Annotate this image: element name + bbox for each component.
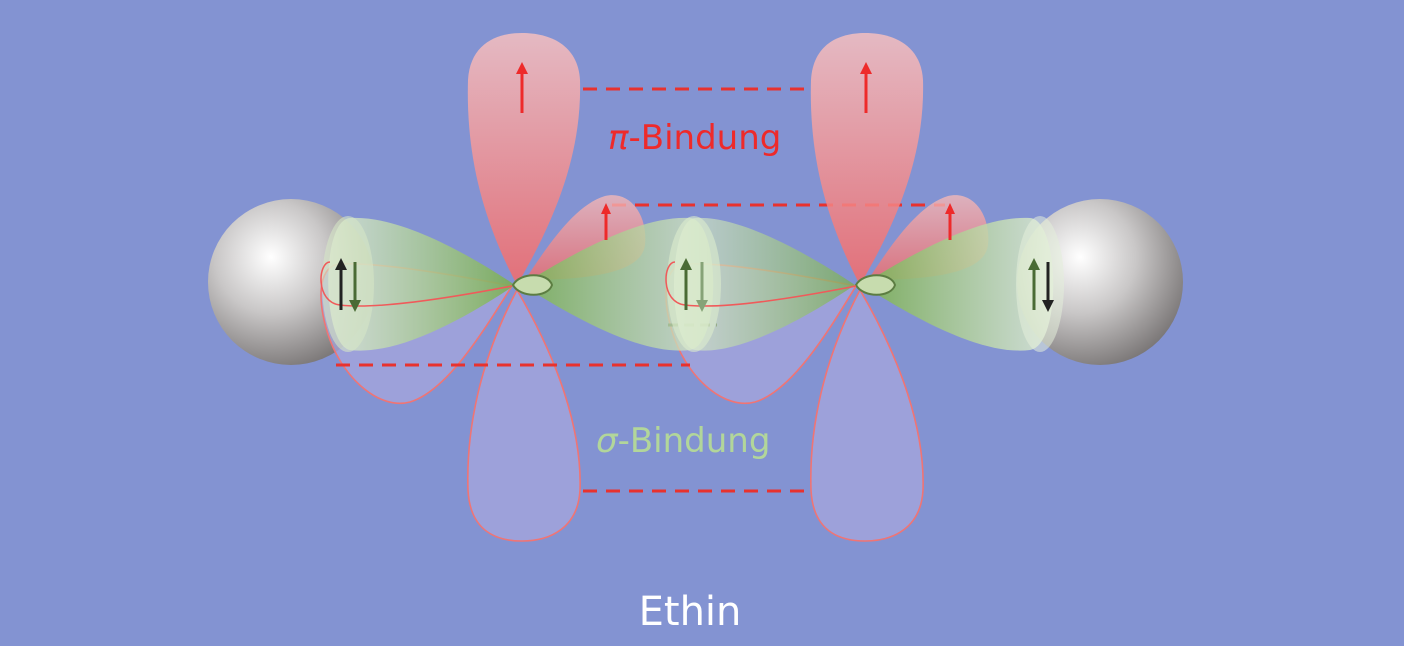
pi-bond-label: π-Bindung: [608, 118, 781, 158]
electron-spin-arrows-pi: [516, 62, 955, 240]
sigma-bond-label: σ-Bindung: [596, 421, 770, 461]
pi-lobes-upper: [467, 33, 924, 285]
electron-spin-arrows-sigma: [335, 258, 1054, 312]
sigma-orbitals: [322, 216, 1064, 352]
diagram-title: Ethin: [639, 589, 742, 635]
